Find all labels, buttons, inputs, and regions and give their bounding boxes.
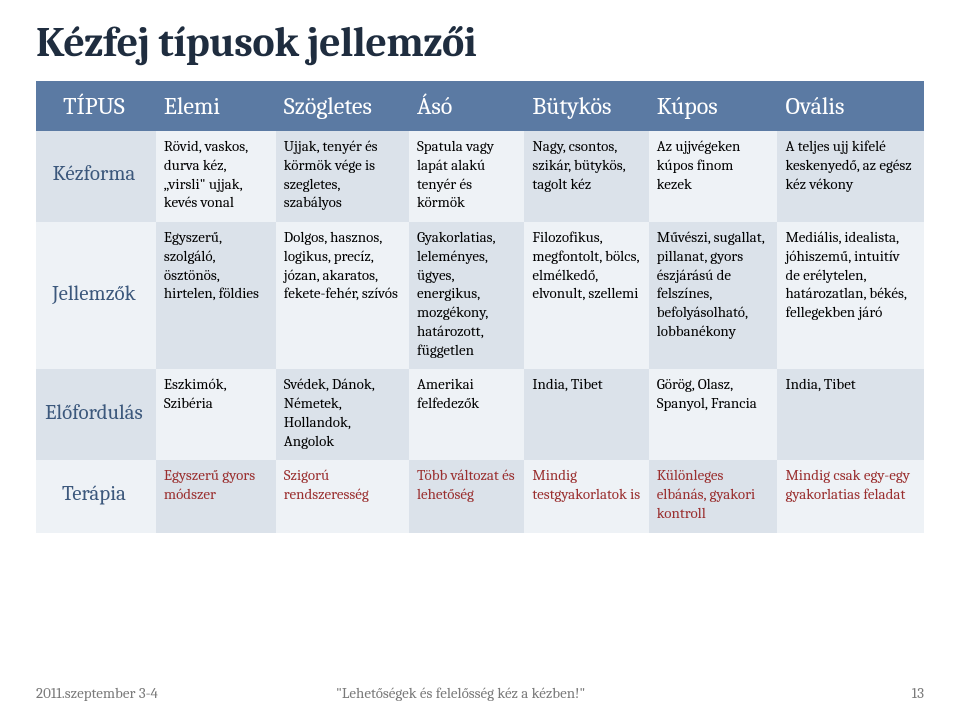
table-cell: Dolgos, hasznos, logikus, precíz, józan,…: [276, 222, 409, 369]
table-cell: Amerikai felfedezők: [409, 369, 524, 460]
table-cell: Rövid, vaskos, durva kéz, „virsli" ujjak…: [156, 131, 276, 222]
col-head: Ásó: [409, 81, 524, 131]
table-cell: Szigorú rendszeresség: [276, 460, 409, 532]
table-cell: Görög, Olasz, Spanyol, Francia: [649, 369, 778, 460]
row-head: Előfordulás: [36, 369, 156, 460]
table-cell: Egyszerű gyors módszer: [156, 460, 276, 532]
table-cell: Mindig testgyakorlatok is: [524, 460, 648, 532]
table-cell: India, Tibet: [777, 369, 924, 460]
footer-center: "Lehetőségek és felelősség kéz a kézben!…: [226, 684, 884, 702]
table-cell: Spatula vagy lapát alakú tenyér és körmö…: [409, 131, 524, 222]
table-row: TerápiaEgyszerű gyors módszerSzigorú ren…: [36, 460, 924, 532]
table-cell: Eszkimók, Szibéria: [156, 369, 276, 460]
table-cell: Az ujjvégeken kúpos finom kezek: [649, 131, 778, 222]
row-head: Terápia: [36, 460, 156, 532]
table-cell: Filozofikus, megfontolt, bölcs, elmélked…: [524, 222, 648, 369]
table-cell: Mindig csak egy-egy gyakorlatias feladat: [777, 460, 924, 532]
row-head: Jellemzők: [36, 222, 156, 369]
table-cell: Svédek, Dánok, Németek, Hollandok, Angol…: [276, 369, 409, 460]
table-header-row: TÍPUSElemiSzögletesÁsóBütykösKúposOvális: [36, 81, 924, 131]
col-head: Elemi: [156, 81, 276, 131]
table-row: ElőfordulásEszkimók, SzibériaSvédek, Dán…: [36, 369, 924, 460]
hand-types-table: TÍPUSElemiSzögletesÁsóBütykösKúposOvális…: [36, 81, 924, 533]
table-cell: A teljes ujj kifelé keskenyedő, az egész…: [777, 131, 924, 222]
table-cell: Nagy, csontos, szikár, bütykös, tagolt k…: [524, 131, 648, 222]
col-head: Bütykös: [524, 81, 648, 131]
footer-pageno: 13: [884, 684, 924, 702]
table-body: KézformaRövid, vaskos, durva kéz, „virsl…: [36, 131, 924, 533]
table-cell: Több változat és lehetőség: [409, 460, 524, 532]
table-cell: Művészi, sugallat, pillanat, gyors észjá…: [649, 222, 778, 369]
col-head-type: TÍPUS: [36, 81, 156, 131]
table-cell: Egyszerű, szolgáló, ösztönös, hirtelen, …: [156, 222, 276, 369]
col-head: Szögletes: [276, 81, 409, 131]
table-cell: Mediális, idealista, jóhiszemű, intuitív…: [777, 222, 924, 369]
footer-date: 2011.szeptember 3-4: [36, 684, 226, 702]
slide-footer: 2011.szeptember 3-4 "Lehetőségek és fele…: [36, 684, 924, 702]
table-row: JellemzőkEgyszerű, szolgáló, ösztönös, h…: [36, 222, 924, 369]
table-cell: Ujjak, tenyér és körmök vége is szeglete…: [276, 131, 409, 222]
table-row: KézformaRövid, vaskos, durva kéz, „virsl…: [36, 131, 924, 222]
col-head: Ovális: [777, 81, 924, 131]
table-cell: Különleges elbánás, gyakori kontroll: [649, 460, 778, 532]
slide-title: Kézfej típusok jellemzői: [36, 18, 924, 67]
col-head: Kúpos: [649, 81, 778, 131]
row-head: Kézforma: [36, 131, 156, 222]
table-cell: India, Tibet: [524, 369, 648, 460]
table-cell: Gyakorlatias, leleményes, ügyes, energik…: [409, 222, 524, 369]
